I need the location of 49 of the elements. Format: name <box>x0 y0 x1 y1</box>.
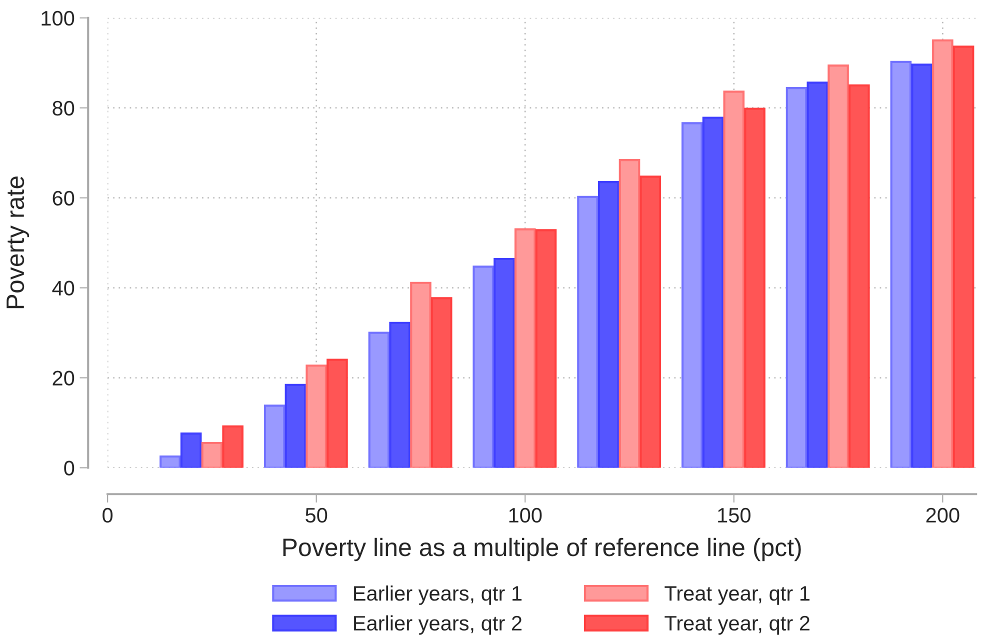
legend-label: Earlier years, qtr 1 <box>354 585 522 605</box>
y-tick-label: 0 <box>64 460 74 476</box>
bar <box>848 84 870 468</box>
bar <box>911 64 932 468</box>
y-axis-title: Poverty rate <box>6 176 30 308</box>
bar <box>744 108 766 468</box>
x-tick-label: 200 <box>926 508 960 523</box>
bar <box>932 39 954 468</box>
legend-label: Treat year, qtr 1 <box>664 586 810 605</box>
bar <box>472 266 494 468</box>
y-tick-label: 40 <box>52 280 74 296</box>
bar <box>535 229 557 468</box>
legend-label: Treat year, qtr 2 <box>664 616 810 635</box>
y-tick-label: 20 <box>52 370 74 386</box>
bar <box>723 90 745 468</box>
bar <box>284 384 306 468</box>
bar <box>514 228 536 468</box>
x-tick-label: 100 <box>509 508 542 523</box>
y-tick-label: 100 <box>42 10 74 26</box>
x-tick-label: 150 <box>718 508 750 523</box>
bar <box>410 282 432 468</box>
bar <box>618 159 640 468</box>
bar <box>786 87 808 468</box>
bar <box>702 116 724 468</box>
bar <box>681 122 703 468</box>
x-axis-title: Poverty line as a multiple of reference line (pct) <box>283 538 801 562</box>
bar <box>577 196 598 468</box>
bar <box>222 425 244 468</box>
bar <box>389 322 411 468</box>
bar <box>494 258 515 468</box>
bar <box>598 181 620 468</box>
bar <box>368 332 390 468</box>
x-tick-label: 50 <box>306 508 328 523</box>
bar <box>160 455 181 468</box>
bar <box>806 82 828 468</box>
y-tick-label: 80 <box>52 100 74 116</box>
bar <box>952 46 974 468</box>
bar <box>828 64 849 468</box>
bar <box>264 404 286 468</box>
bar <box>180 432 202 468</box>
bar <box>201 442 223 468</box>
bar <box>430 297 452 468</box>
bar <box>890 60 912 468</box>
bar <box>640 176 662 468</box>
x-tick-label: 0 <box>102 508 113 523</box>
y-tick-label: 60 <box>52 190 74 206</box>
bar <box>306 364 327 468</box>
bar <box>326 358 348 468</box>
legend-label: Earlier years, qtr 2 <box>354 615 522 635</box>
